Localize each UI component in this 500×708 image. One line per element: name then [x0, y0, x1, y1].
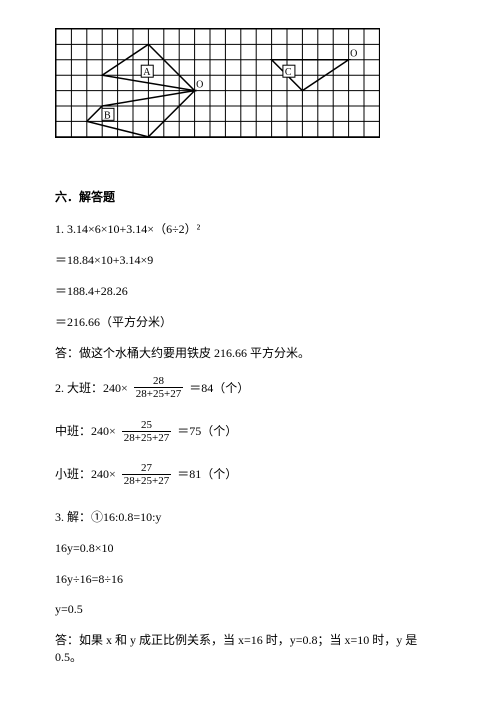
geometry-grid: A O B C O — [55, 28, 380, 138]
q3-line1: 3. 解：①16:0.8=10:y — [55, 509, 445, 526]
q2-mid-post: ＝75（个） — [177, 423, 237, 440]
q2-mid-pre: 中班：240× — [55, 423, 116, 440]
svg-text:A: A — [143, 67, 151, 78]
q1-answer: 答：做这个水桶大约要用铁皮 216.66 平方分米。 — [55, 345, 445, 362]
grid-svg: A O B C O — [56, 29, 379, 137]
q2-small-pre: 小班：240× — [55, 466, 116, 483]
section-heading: 六．解答题 — [55, 189, 445, 206]
q3-line3: 16y÷16=8÷16 — [55, 571, 445, 588]
svg-text:O: O — [350, 49, 357, 60]
q2-mid-num: 25 — [139, 419, 154, 431]
q2-big-pre: 2. 大班：240× — [55, 380, 128, 397]
q3-answer: 答：如果 x 和 y 成正比例关系，当 x=16 时，y=0.8；当 x=10 … — [55, 632, 445, 666]
q2-big-den: 28+25+27 — [134, 387, 183, 400]
svg-text:C: C — [285, 67, 292, 78]
q2-mid: 中班：240× 25 28+25+27 ＝75（个） — [55, 419, 445, 444]
q2-small: 小班：240× 27 28+25+27 ＝81（个） — [55, 462, 445, 487]
svg-text:B: B — [104, 110, 111, 121]
svg-text:O: O — [196, 80, 203, 91]
q1-line4: ＝216.66（平方分米） — [55, 314, 445, 331]
q2-mid-frac: 25 28+25+27 — [122, 419, 171, 444]
q1-line1: 1. 3.14×6×10+3.14×（6÷2）² — [55, 221, 445, 238]
q2-small-frac: 27 28+25+27 — [122, 462, 171, 487]
q2-small-den: 28+25+27 — [122, 474, 171, 487]
q3-line4: y=0.5 — [55, 601, 445, 618]
q2-big-frac: 28 28+25+27 — [134, 375, 183, 400]
q2-big-num: 28 — [151, 375, 166, 387]
q2-big-post: ＝84（个） — [189, 380, 249, 397]
q1-line3: ＝188.4+28.26 — [55, 283, 445, 300]
q2-mid-den: 28+25+27 — [122, 431, 171, 444]
q1-line2: ＝18.84×10+3.14×9 — [55, 252, 445, 269]
q2-big: 2. 大班：240× 28 28+25+27 ＝84（个） — [55, 375, 445, 400]
q2-small-post: ＝81（个） — [177, 466, 237, 483]
q3-line2: 16y=0.8×10 — [55, 540, 445, 557]
q2-small-num: 27 — [139, 462, 154, 474]
